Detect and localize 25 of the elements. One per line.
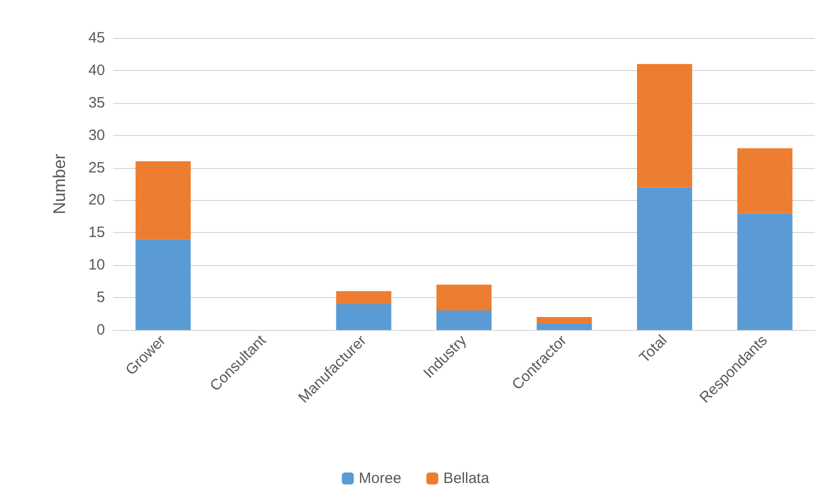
y-tick-label: 0 [96,322,105,338]
y-tick-label: 45 [88,30,105,46]
bar [436,284,492,311]
y-tick-label: 35 [88,94,105,112]
bar [136,239,191,330]
bar [636,187,692,330]
bar [737,148,792,214]
bar [737,213,792,330]
bar [436,310,492,330]
bar [136,161,191,240]
y-axis-title: Number [50,153,69,214]
y-tick-label: 40 [88,62,105,79]
bar [336,291,392,304]
legend-label: Moree [358,470,402,487]
bar [336,304,392,330]
y-tick-label: 5 [96,289,105,306]
y-tick-label: 15 [88,224,105,242]
y-tick-label: 10 [88,256,105,274]
bar [536,317,592,324]
y-tick-label: 20 [88,192,105,209]
bar [536,324,592,330]
bar [636,64,692,188]
y-tick-label: 25 [88,159,105,176]
y-tick-label: 30 [88,126,105,144]
legend-label: Bellata [443,470,490,487]
